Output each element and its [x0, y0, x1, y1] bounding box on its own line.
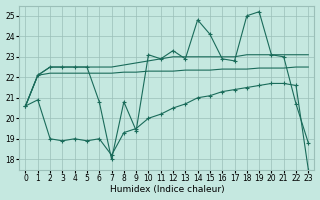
- X-axis label: Humidex (Indice chaleur): Humidex (Indice chaleur): [109, 185, 224, 194]
